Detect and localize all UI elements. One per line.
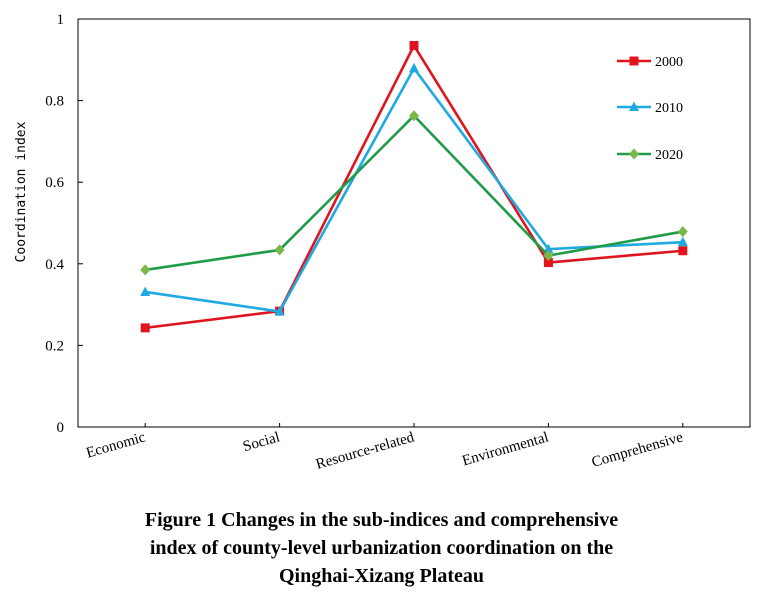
series-2020: [140, 110, 688, 276]
legend-item-2000: 2000: [617, 55, 683, 70]
data-point-2020: [543, 250, 554, 262]
caption-line-2: index of county-level urbanization coord…: [149, 537, 614, 559]
data-point-2000: [409, 41, 419, 51]
x-tick-label: Resource-related: [314, 429, 417, 473]
caption-line-1: Figure 1 Changes in the sub-indices and …: [144, 509, 619, 531]
data-point-2020: [140, 264, 151, 276]
y-tick-label: 0.8: [45, 94, 64, 110]
data-point-2010: [140, 286, 151, 296]
data-point-2000: [140, 323, 150, 333]
data-point-2010: [409, 62, 419, 73]
line-chart: 0 0.2 0.4 0.6 0.8 1 Economic Social Resource-re…: [14, 12, 751, 473]
y-tick-label: 1: [57, 12, 65, 28]
data-point-2010: [543, 243, 554, 254]
y-axis-title: Coordination index: [14, 121, 29, 262]
legend-label: 2000: [655, 55, 683, 70]
x-tick-label: Social: [241, 429, 281, 455]
data-point-2020: [677, 226, 688, 238]
series-group: [140, 41, 688, 333]
y-tick-label: 0.6: [45, 175, 64, 191]
x-tick-label: Environmental: [460, 429, 550, 469]
x-axis-labels: Economic Social Resource-related Environmen…: [84, 423, 685, 473]
legend-label: 2020: [655, 148, 683, 163]
data-point-2020: [274, 244, 285, 256]
legend-label: 2010: [655, 101, 683, 116]
x-tick-label: Economic: [84, 429, 147, 461]
legend-item-2010: 2010: [617, 101, 683, 116]
legend-marker: [629, 101, 639, 111]
y-tick-label: 0.4: [45, 257, 64, 273]
x-tick-label: Comprehensive: [590, 429, 685, 470]
y-tick-label: 0: [57, 420, 65, 436]
figure-caption: Figure 1 Changes in the sub-indices and …: [0, 506, 763, 590]
data-point-2020: [409, 110, 419, 122]
data-point-2000: [543, 258, 553, 268]
legend: 2000 2010 2020: [617, 55, 683, 163]
data-point-2010: [677, 236, 688, 247]
legend-marker: [629, 148, 639, 160]
data-point-2000: [678, 246, 688, 256]
y-tick-label: 0.2: [45, 338, 64, 354]
y-axis: 0 0.2 0.4 0.6 0.8 1: [45, 12, 83, 436]
legend-item-2020: 2020: [617, 148, 683, 163]
data-point-2010: [274, 306, 285, 316]
plot-area: [77, 18, 751, 428]
legend-marker: [629, 56, 639, 66]
caption-line-3: Qinghai-Xizang Plateau: [278, 565, 484, 587]
